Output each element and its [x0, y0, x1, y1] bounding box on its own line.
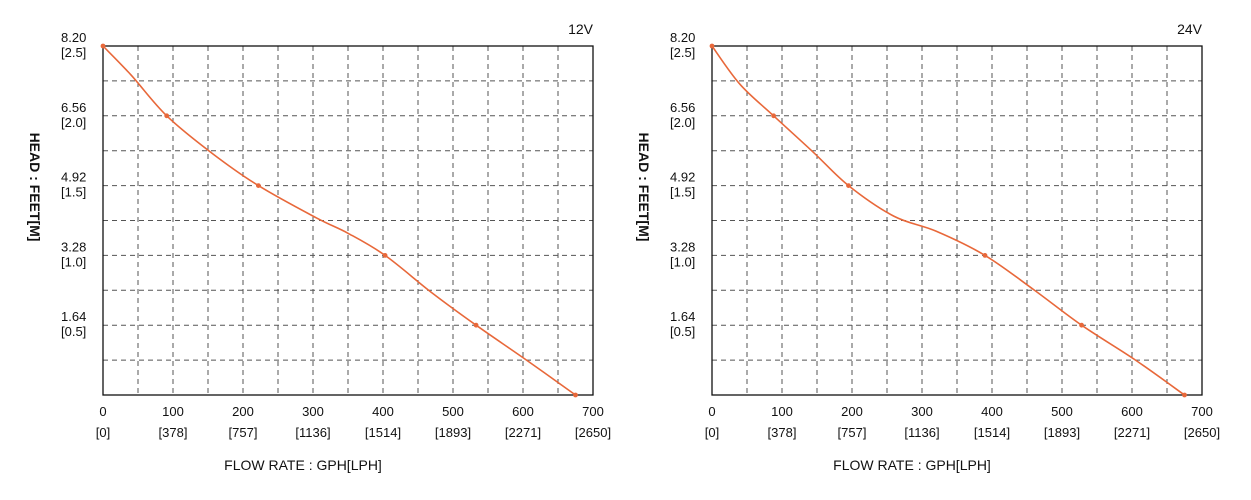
data-point: [982, 253, 988, 258]
y-tick-label: 4.92: [61, 170, 86, 185]
x-tick-sublabel: [0]: [96, 425, 110, 440]
x-tick-label: 200: [232, 404, 254, 419]
plot-frame: [102, 45, 594, 396]
chart-title: 24V: [1177, 21, 1203, 37]
x-tick-sublabel: [378]: [768, 425, 797, 440]
x-tick-sublabel: [757]: [229, 425, 258, 440]
y-tick-sublabel: [0.5]: [670, 324, 695, 339]
data-point: [100, 43, 106, 49]
y-tick-label: 1.64: [670, 309, 695, 324]
y-tick-label: 3.28: [670, 239, 695, 254]
x-tick-sublabel: [2650]: [1184, 425, 1220, 440]
gridlines: [712, 46, 1202, 395]
y-tick-label: 8.20: [61, 30, 86, 45]
x-tick-sublabel: [1893]: [435, 425, 471, 440]
chart-title: 12V: [568, 21, 594, 37]
x-tick-label: 500: [1051, 404, 1073, 419]
x-tick-label: 500: [442, 404, 464, 419]
y-tick-label: 3.28: [61, 239, 86, 254]
data-point: [709, 43, 715, 49]
y-tick-label: 6.56: [670, 100, 695, 115]
y-tick-sublabel: [2.0]: [670, 115, 695, 130]
y-tick-sublabel: [1.0]: [670, 254, 695, 269]
x-tick-sublabel: [1136]: [295, 425, 330, 440]
plot-frame: [711, 45, 1203, 396]
x-tick-label: 300: [302, 404, 324, 419]
y-tick-sublabel: [1.5]: [670, 185, 695, 200]
x-tick-label: 300: [911, 404, 933, 419]
x-tick-sublabel: [2271]: [1114, 425, 1150, 440]
chart-24v: 24V 0 [0] 100 [378] 200 [757] 300 [1136] 400 [1514…: [636, 21, 1220, 473]
x-tick-label: 0: [708, 404, 715, 419]
x-tick-sublabel: [1893]: [1044, 425, 1080, 440]
x-tick-sublabel: [2650]: [575, 425, 611, 440]
chart-12v: 12V 0 [0] 100 [378] 200 [757] 300 [1136] 400 [1514…: [27, 21, 611, 473]
x-tick-sublabel: [378]: [159, 425, 188, 440]
x-tick-label: 100: [771, 404, 793, 419]
x-tick-sublabel: [0]: [705, 425, 719, 440]
gridlines: [103, 46, 593, 395]
y-tick-label: 6.56: [61, 100, 86, 115]
x-tick-sublabel: [1136]: [904, 425, 939, 440]
data-point: [164, 113, 170, 119]
series-line: [102, 45, 576, 396]
data-point: [473, 322, 479, 328]
y-tick-sublabel: [2.0]: [61, 115, 86, 130]
x-tick-label: 400: [981, 404, 1003, 419]
data-point: [256, 183, 261, 189]
series-line: [711, 45, 1185, 396]
data-point: [771, 113, 776, 119]
x-tick-sublabel: [1514]: [365, 425, 401, 440]
x-tick-label: 200: [841, 404, 863, 419]
x-tick-sublabel: [2271]: [505, 425, 541, 440]
data-point: [1079, 322, 1084, 328]
y-tick-label: 1.64: [61, 309, 86, 324]
y-tick-sublabel: [1.5]: [61, 185, 86, 200]
x-tick-label: 400: [372, 404, 394, 419]
y-tick-sublabel: [1.0]: [61, 254, 86, 269]
y-tick-sublabel: [2.5]: [61, 45, 86, 60]
x-tick-label: 0: [99, 404, 106, 419]
y-axis-title: HEAD : FEET[M]: [27, 133, 43, 242]
x-tick-label: 600: [1121, 404, 1143, 419]
x-tick-label: 700: [582, 404, 604, 419]
data-point: [846, 183, 851, 189]
y-tick-sublabel: [0.5]: [61, 324, 86, 339]
y-tick-label: 8.20: [670, 30, 695, 45]
x-axis-title: FLOW RATE : GPH[LPH]: [224, 457, 382, 473]
y-axis-title: HEAD : FEET[M]: [636, 133, 652, 242]
x-tick-label: 600: [512, 404, 534, 419]
x-tick-sublabel: [1514]: [974, 425, 1010, 440]
y-tick-label: 4.92: [670, 170, 695, 185]
x-tick-label: 700: [1191, 404, 1213, 419]
data-point: [1182, 392, 1187, 398]
x-axis-title: FLOW RATE : GPH[LPH]: [833, 457, 991, 473]
data-point: [382, 253, 388, 258]
y-tick-sublabel: [2.5]: [670, 45, 695, 60]
data-point: [573, 392, 578, 398]
x-tick-label: 100: [162, 404, 184, 419]
x-tick-sublabel: [757]: [838, 425, 867, 440]
